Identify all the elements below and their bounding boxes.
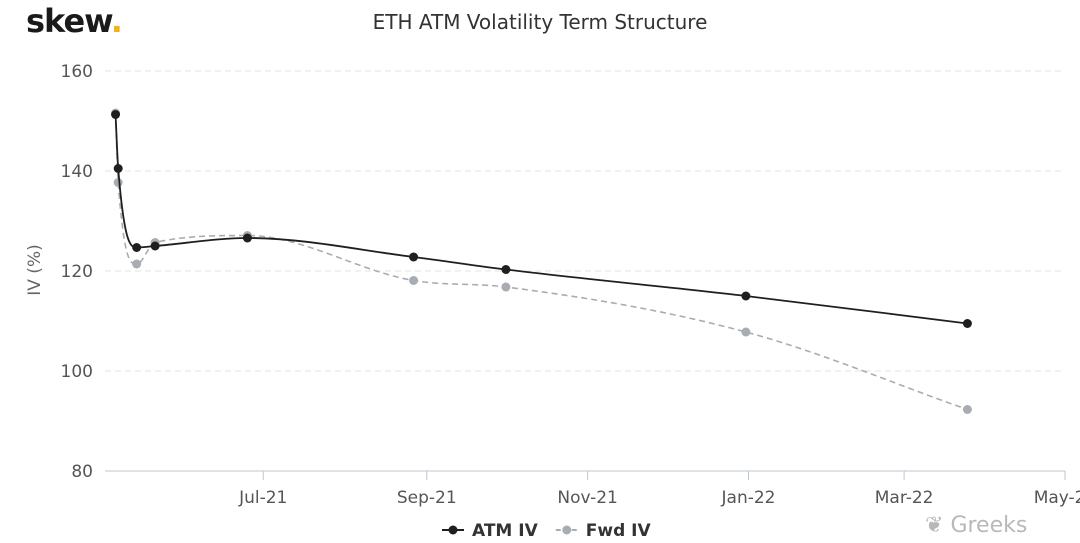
data-point-atm-iv xyxy=(111,110,121,119)
data-point-atm-iv xyxy=(113,164,123,173)
series-line-fwd-iv xyxy=(114,112,968,411)
legend-marker-atm-iv xyxy=(448,525,458,535)
data-point-atm-iv xyxy=(501,265,511,274)
legend: ATM IV Fwd IV xyxy=(442,521,651,541)
data-point-atm-iv xyxy=(741,291,751,301)
x-tick-label: May-22 xyxy=(1034,488,1080,508)
data-point-atm-iv xyxy=(132,243,142,252)
data-point-atm-iv xyxy=(409,252,419,262)
wechat-icon: ❦ xyxy=(925,513,944,538)
y-tick-label: 120 xyxy=(61,262,93,282)
logo-dot: . xyxy=(110,2,123,40)
data-point-fwd-iv xyxy=(409,276,419,285)
watermark: ❦ Greeks xyxy=(925,513,1027,538)
data-point-atm-iv xyxy=(242,233,252,243)
x-tick-label: Jul-21 xyxy=(238,488,287,508)
logo-text: skew xyxy=(26,2,112,40)
data-point-fwd-iv xyxy=(132,259,142,269)
data-point-fwd-iv xyxy=(113,178,123,187)
data-point-fwd-iv xyxy=(501,282,511,292)
data-point-fwd-iv xyxy=(962,405,972,414)
y-axis-label: IV (%) xyxy=(25,244,45,295)
legend-label-atm-iv: ATM IV xyxy=(472,521,539,541)
x-tick-label: Jan-22 xyxy=(721,488,776,508)
series-group xyxy=(111,108,972,414)
watermark-text: Greeks xyxy=(950,513,1028,538)
x-tick-label: Sep-21 xyxy=(397,488,457,508)
grid-lines xyxy=(105,70,1065,372)
y-tick-label: 100 xyxy=(61,362,93,382)
y-tick-label: 160 xyxy=(61,62,93,82)
legend-marker-fwd-iv xyxy=(562,525,572,535)
data-point-fwd-iv xyxy=(741,327,751,337)
chart-title: ETH ATM Volatility Term Structure xyxy=(372,10,708,34)
axes: 80 100 120 140 160 Jul-21 Sep-21 Nov-21 Jan-22 Ma… xyxy=(61,62,1080,508)
legend-label-fwd-iv: Fwd IV xyxy=(586,521,652,541)
y-tick-label: 140 xyxy=(61,162,93,182)
x-tick-label: Nov-21 xyxy=(557,488,618,508)
skew-logo: skew. xyxy=(26,2,123,40)
data-point-atm-iv xyxy=(962,319,972,328)
y-tick-label: 80 xyxy=(71,462,93,482)
x-tick-label: Mar-22 xyxy=(875,488,934,508)
data-point-atm-iv xyxy=(150,241,160,251)
series-line-atm-iv xyxy=(114,114,968,325)
